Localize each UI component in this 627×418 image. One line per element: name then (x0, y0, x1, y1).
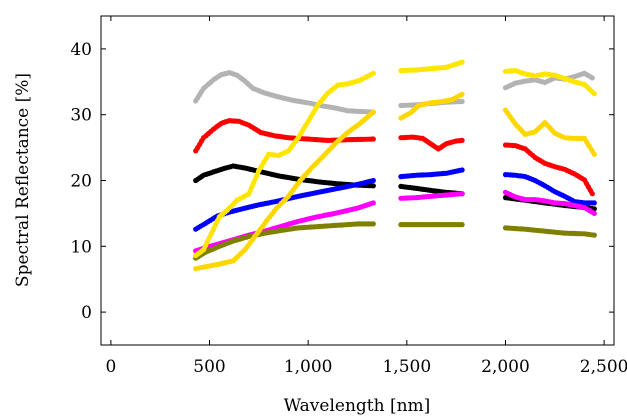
data-point (214, 218, 220, 224)
series-layer (193, 59, 597, 272)
data-point (459, 137, 465, 143)
series-2 (193, 118, 595, 197)
data-point (370, 109, 376, 115)
data-point (591, 151, 597, 157)
x-tick-label: 1,000 (284, 357, 333, 377)
x-tick-label: 1,500 (382, 357, 431, 377)
data-point (581, 135, 588, 141)
data-point (303, 122, 309, 128)
data-point (591, 210, 597, 216)
series-line (193, 70, 376, 115)
data-point (305, 118, 311, 124)
x-tick-label: 2,000 (481, 357, 530, 377)
data-point (370, 136, 376, 142)
data-point (459, 191, 465, 197)
data-point (370, 200, 376, 206)
data-point (584, 139, 590, 145)
y-tick-label: 0 (81, 303, 92, 323)
data-point (295, 135, 301, 141)
series-5 (193, 189, 597, 254)
data-point (459, 222, 465, 228)
x-axis-label: Wavelength [nm] (284, 396, 431, 416)
data-point (253, 173, 259, 179)
data-point (212, 222, 218, 228)
data-point (208, 230, 215, 236)
series-8 (193, 59, 597, 259)
data-point (201, 247, 207, 253)
y-tick-label: 30 (70, 106, 92, 126)
series-7 (193, 91, 597, 272)
data-point (586, 143, 592, 149)
data-point (248, 185, 254, 191)
data-point (459, 98, 465, 105)
data-point (370, 70, 376, 76)
data-point (591, 232, 597, 238)
data-point (261, 159, 267, 165)
data-point (310, 110, 316, 116)
data-point (308, 114, 314, 120)
data-point (246, 191, 252, 197)
y-tick-label: 20 (70, 172, 92, 192)
data-point (298, 131, 304, 137)
x-tick-label: 0 (105, 357, 116, 377)
x-tick-label: 500 (193, 357, 225, 377)
data-point (591, 91, 597, 97)
data-point (370, 183, 376, 189)
data-point (370, 221, 376, 227)
data-point (263, 155, 269, 161)
x-tick-label: 2,500 (580, 357, 627, 377)
data-point (251, 179, 257, 185)
y-tick-label: 10 (70, 237, 92, 257)
data-point (204, 238, 211, 244)
data-point (206, 234, 213, 240)
data-point (589, 75, 595, 81)
data-point (370, 177, 376, 184)
x-axis: 0 500 1,000 1,500 2,000 2,500 (105, 16, 627, 377)
data-point (589, 191, 595, 197)
data-point (591, 200, 597, 206)
data-point (203, 242, 209, 249)
data-point (459, 91, 465, 97)
data-point (300, 126, 306, 133)
y-axis-label: Spectral Reflectance [%] (13, 73, 33, 287)
data-point (459, 167, 465, 173)
data-point (459, 59, 465, 65)
data-point (210, 226, 217, 232)
data-point (258, 163, 264, 170)
data-point (256, 168, 262, 174)
data-point (313, 106, 319, 112)
y-tick-label: 40 (70, 40, 92, 60)
y-axis: 0 10 20 30 40 (70, 40, 614, 323)
data-point (589, 147, 595, 153)
